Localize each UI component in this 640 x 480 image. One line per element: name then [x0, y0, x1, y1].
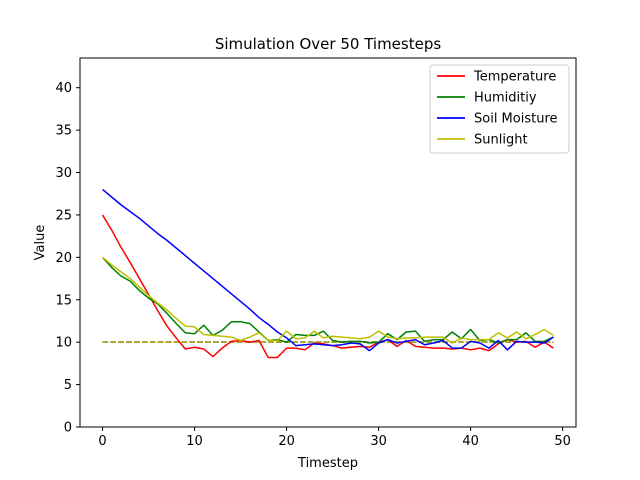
y-axis-label: Value — [33, 225, 48, 261]
y-axis-ticks: 0 5 10 15 20 25 30 35 40 — [55, 81, 80, 436]
series-line-humiditiy — [101, 256, 554, 344]
legend-box — [429, 64, 570, 154]
legend-label-soil-moisture: Soil Moisture — [474, 112, 558, 127]
series-line-sunlight — [102, 256, 554, 344]
x-tick-label: 40 — [462, 434, 479, 449]
legend-label-humiditiy: Humiditiy — [474, 91, 537, 106]
y-tick-label: 30 — [55, 166, 72, 181]
x-tick-label: 10 — [186, 434, 203, 449]
legend-label-temperature: Temperature — [473, 70, 556, 85]
y-tick-label: 10 — [55, 336, 72, 351]
plot-area — [101, 188, 554, 359]
axes-frame — [79, 57, 577, 428]
y-tick-label: 5 — [64, 378, 72, 393]
x-tick-label: 30 — [370, 434, 387, 449]
y-tick-label: 25 — [55, 208, 72, 223]
y-tick-label: 20 — [55, 251, 72, 266]
x-tick-label: 0 — [98, 434, 106, 449]
series-line-soil-moisture — [102, 188, 554, 352]
y-tick-label: 35 — [55, 124, 72, 139]
y-tick-label: 40 — [55, 81, 72, 96]
y-tick-label: 0 — [64, 421, 72, 436]
x-tick-label: 50 — [554, 434, 571, 449]
x-axis-label: Timestep — [297, 456, 358, 471]
x-tick-label: 20 — [278, 434, 295, 449]
legend: Temperature Humiditiy Soil Moisture Sunligh… — [429, 64, 570, 154]
y-tick-label: 15 — [55, 293, 72, 308]
legend-label-sunlight: Sunlight — [474, 133, 528, 148]
chart-title: Simulation Over 50 Timesteps — [215, 35, 442, 53]
x-axis-ticks: 0 10 20 30 40 50 — [98, 427, 571, 449]
